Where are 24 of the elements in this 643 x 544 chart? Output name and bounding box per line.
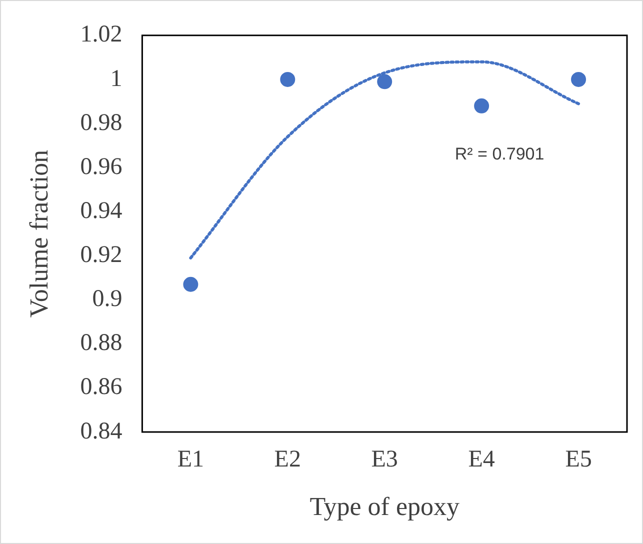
y-tick-label: 0.92 [80,242,122,268]
y-tick-label: 0.9 [92,286,122,312]
y-tick-label: 1.02 [80,22,122,48]
point [280,72,296,87]
point [377,74,392,90]
y-tick-label: 1 [110,66,122,92]
y-tick-label: 0.84 [80,418,122,444]
x-tick-label: E5 [565,446,592,473]
y-tick-label: 0.86 [80,374,122,400]
x-tick-label: E4 [468,446,495,473]
y-tick-label: 0.96 [80,154,122,180]
y-axis-title: Volume fraction [24,150,54,318]
line-series [189,60,580,260]
point [474,98,490,114]
x-axis-title: Type of epoxy [310,492,460,522]
point [183,276,198,292]
y-tick-label: 0.88 [80,330,122,356]
annotation: R² = 0.7901 [454,144,544,164]
x-tick-label: E2 [274,446,301,473]
x-tick-label: E1 [177,446,204,473]
x-tick-label: E3 [371,446,398,473]
y-tick-label: 0.94 [80,198,122,224]
y-tick-label: 0.98 [80,110,122,136]
point [571,72,586,87]
